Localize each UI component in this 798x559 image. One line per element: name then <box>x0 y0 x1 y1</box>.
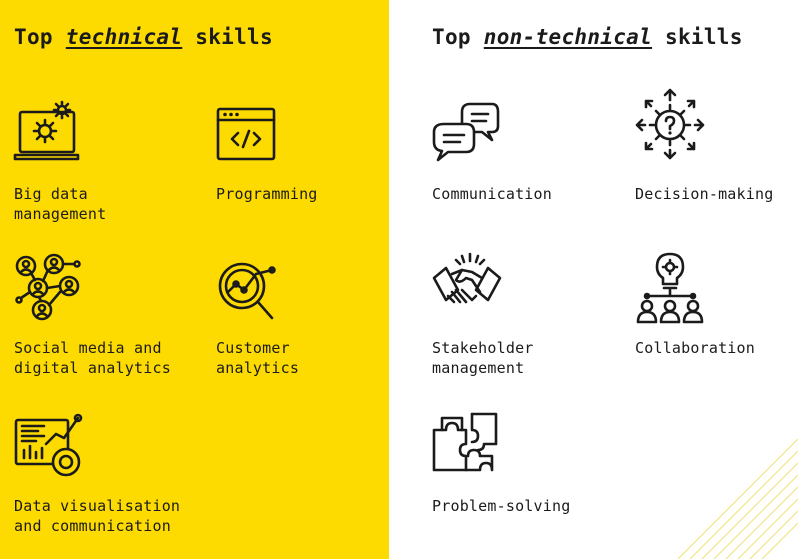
skill-label: Collaboration <box>635 339 755 357</box>
heading-emphasis: technical <box>65 25 183 49</box>
handshake-icon <box>432 252 502 304</box>
skill-label: Social media and digital analytics <box>14 339 171 377</box>
skill-label: Big data management <box>14 185 107 223</box>
heading-suffix: skills <box>195 25 273 49</box>
skill-label: Decision-making <box>635 185 774 203</box>
skill-label: Communication <box>432 185 552 203</box>
speech-bubbles-icon <box>432 102 500 162</box>
skill-customer-analytics: Customer analytics <box>216 252 299 378</box>
decorative-stripes <box>677 438 798 559</box>
magnifier-chart-icon <box>218 262 276 320</box>
skill-label: Problem-solving <box>432 497 571 515</box>
social-network-icon <box>15 253 81 321</box>
technical-heading: Top technical skills <box>14 22 273 52</box>
skill-label: Data visualisation and communication <box>14 497 181 535</box>
non-technical-skills-panel: Top non-technical skills Communication D… <box>389 0 798 559</box>
gear-question-arrows-icon <box>635 88 705 160</box>
laptop-gear-icon <box>13 100 80 161</box>
skill-communication: Communication <box>432 98 552 204</box>
skill-decision-making: Decision-making <box>635 88 773 204</box>
dashboard-chart-icon <box>14 413 83 477</box>
heading-prefix: Top <box>14 25 53 49</box>
code-window-icon <box>216 107 276 161</box>
skill-label: Programming <box>216 185 318 203</box>
heading-prefix: Top <box>432 25 471 49</box>
skill-social-media-analytics: Social media and digital analytics <box>14 252 171 378</box>
skill-big-data-management: Big data management <box>13 98 107 224</box>
heading-emphasis: non-technical <box>483 25 653 49</box>
skill-label: Stakeholder management <box>432 339 534 377</box>
skill-programming: Programming <box>216 98 318 204</box>
skill-label: Customer analytics <box>216 339 300 377</box>
skill-problem-solving: Problem-solving <box>432 410 570 516</box>
lightbulb-team-icon <box>636 252 704 324</box>
skill-collaboration: Collaboration <box>635 252 755 358</box>
heading-suffix: skills <box>665 25 743 49</box>
skill-stakeholder-management: Stakeholder management <box>432 252 534 378</box>
technical-skills-panel: Top technical skills Big data management… <box>0 0 389 559</box>
skill-data-visualisation: Data visualisation and communication <box>14 410 180 536</box>
puzzle-icon <box>432 412 498 472</box>
non-technical-heading: Top non-technical skills <box>432 22 743 52</box>
